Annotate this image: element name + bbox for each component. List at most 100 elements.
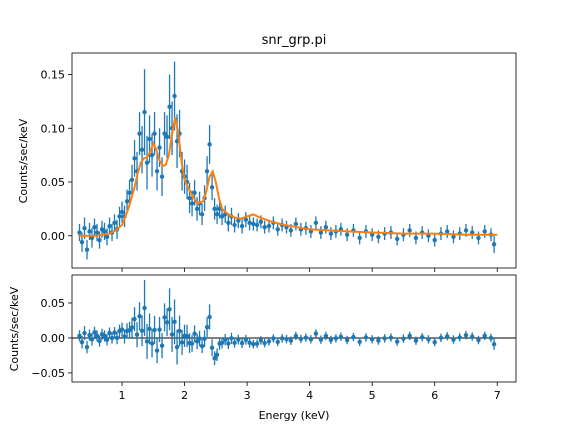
residual-point xyxy=(451,337,456,342)
data-point xyxy=(119,209,125,215)
residual-point xyxy=(92,330,97,335)
residual-point xyxy=(192,331,197,336)
residual-point xyxy=(457,335,462,340)
residual-point xyxy=(323,333,329,339)
residual-point xyxy=(102,333,107,339)
residual-point xyxy=(172,319,177,325)
residual-point xyxy=(351,334,356,340)
data-point xyxy=(94,230,100,235)
data-point xyxy=(92,224,97,230)
residual-point xyxy=(419,335,425,340)
data-point xyxy=(112,220,117,226)
residual-point xyxy=(137,314,142,319)
residual-point xyxy=(189,341,195,346)
residual-point xyxy=(432,339,437,345)
residual-point xyxy=(491,342,497,347)
data-point xyxy=(162,131,167,136)
data-point xyxy=(212,206,217,212)
data-point xyxy=(127,190,132,195)
residual-point xyxy=(308,337,314,342)
residual-point xyxy=(223,337,228,342)
data-point xyxy=(243,217,249,222)
residual-point xyxy=(144,339,150,344)
residual-point xyxy=(232,340,237,346)
x-tick-label: 5 xyxy=(369,389,376,402)
data-point xyxy=(97,237,102,243)
residual-point xyxy=(104,337,110,342)
residual-point xyxy=(357,339,362,344)
bottom-y-axis-label: Counts/sec/keV xyxy=(8,286,21,371)
x-tick-label: 3 xyxy=(244,389,251,402)
data-point xyxy=(491,242,497,247)
data-point xyxy=(328,231,334,236)
residual-point xyxy=(202,336,207,341)
residual-point xyxy=(169,332,175,337)
residual-point xyxy=(142,305,147,311)
data-point xyxy=(432,237,437,243)
residual-point xyxy=(266,339,272,344)
bottom-x-axis: 1 2 3 4 5 6 7 xyxy=(119,382,501,402)
residual-point xyxy=(482,333,487,339)
residual-point xyxy=(488,335,494,341)
residual-point xyxy=(164,320,170,325)
data-point xyxy=(139,147,145,152)
residual-point xyxy=(288,338,294,343)
residual-point xyxy=(438,335,444,341)
data-point xyxy=(236,218,241,223)
residual-point xyxy=(293,333,299,339)
residual-point xyxy=(363,335,369,340)
top-y-axis-label: Counts/sec/keV xyxy=(17,118,30,203)
residual-point xyxy=(251,342,256,347)
data-point xyxy=(394,236,400,242)
data-point xyxy=(239,223,245,229)
data-point xyxy=(147,136,152,142)
residual-point xyxy=(139,328,145,333)
residual-point xyxy=(262,340,267,346)
residual-point xyxy=(271,336,276,341)
x-tick-label: 2 xyxy=(181,389,188,402)
residual-point xyxy=(476,337,481,343)
y-tick-label: 0.00 xyxy=(41,230,66,243)
data-point xyxy=(217,206,222,212)
data-point xyxy=(313,220,319,226)
data-point xyxy=(159,174,165,179)
data-point xyxy=(369,232,375,237)
top-plot-frame xyxy=(71,52,517,269)
residual-point xyxy=(147,326,152,332)
residual-point xyxy=(157,327,162,332)
y-tick-label: 0.15 xyxy=(41,69,66,82)
x-tick-label: 7 xyxy=(494,389,501,402)
residual-point xyxy=(159,343,165,348)
residual-point xyxy=(239,340,245,346)
data-point xyxy=(167,104,172,109)
data-point xyxy=(451,234,456,240)
data-point xyxy=(79,240,85,245)
data-point xyxy=(463,228,469,233)
residual-point xyxy=(219,340,225,346)
data-point xyxy=(199,212,205,217)
residual-point xyxy=(298,336,304,342)
data-point xyxy=(102,229,107,234)
data-point xyxy=(293,221,299,227)
residual-point xyxy=(254,341,260,346)
data-point xyxy=(194,206,200,212)
data-point xyxy=(318,230,324,235)
residual-point xyxy=(149,341,155,346)
residual-point xyxy=(119,327,125,332)
residual-point xyxy=(127,328,132,333)
residual-point xyxy=(313,331,319,336)
residual-point xyxy=(275,339,280,345)
residual-point xyxy=(197,336,202,341)
data-point xyxy=(189,201,195,206)
residual-point xyxy=(132,316,137,322)
residual-point xyxy=(107,330,112,336)
residual-point xyxy=(194,339,200,344)
residual-point xyxy=(134,332,140,337)
residual-point xyxy=(236,337,241,342)
residual-point xyxy=(243,337,249,342)
data-point xyxy=(407,228,412,233)
residual-point xyxy=(328,337,334,343)
data-point xyxy=(254,222,260,228)
data-point xyxy=(137,131,142,136)
residual-point xyxy=(247,340,252,345)
